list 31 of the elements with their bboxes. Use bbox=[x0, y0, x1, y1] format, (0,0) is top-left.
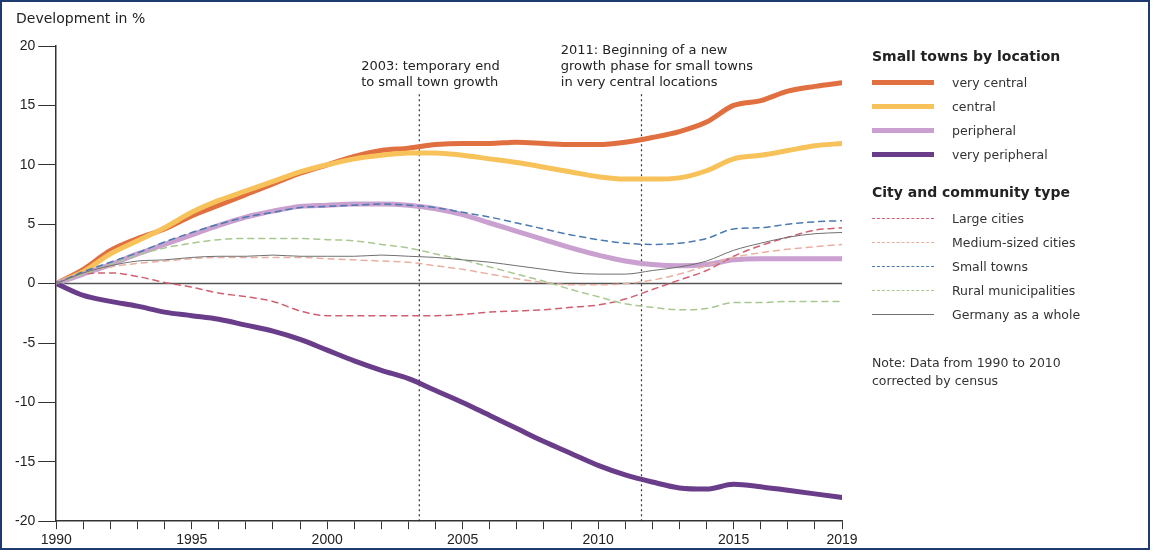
y-tick-label: -10 bbox=[15, 393, 36, 410]
y-tick-label: 20 bbox=[19, 36, 36, 53]
x-tick-label: 2000 bbox=[311, 531, 343, 548]
y-tick-label: 10 bbox=[19, 155, 36, 172]
x-tick-label: 2010 bbox=[582, 531, 614, 548]
legend-label: very peripheral bbox=[952, 146, 1048, 162]
y-tick-label: 0 bbox=[27, 274, 36, 291]
text: Note: Data from 1990 to 2010 corrected by census bbox=[872, 354, 1062, 389]
y-tick-label: 5 bbox=[27, 215, 36, 232]
legend-label: Rural municipalities bbox=[952, 282, 1076, 298]
x-tick-label: 1995 bbox=[176, 531, 208, 548]
y-axis-title: Development in % bbox=[16, 10, 146, 26]
legend-label: Germany as a whole bbox=[952, 306, 1081, 322]
x-tick-label: 2019 bbox=[826, 531, 858, 548]
legend-label: Small towns bbox=[952, 258, 1028, 274]
y-tick-label: -20 bbox=[15, 512, 36, 529]
x-tick-label: 2005 bbox=[447, 531, 479, 548]
x-tick-label: 1990 bbox=[40, 531, 73, 548]
y-tick-label: 15 bbox=[19, 96, 36, 113]
legend-label: Medium-sized cities bbox=[952, 234, 1076, 250]
legend-label: central bbox=[952, 98, 996, 114]
text: City and community type bbox=[872, 184, 1071, 200]
x-tick-label: 2015 bbox=[718, 531, 750, 548]
y-tick-label: -5 bbox=[22, 333, 36, 350]
ref-line-label: 2003: temporary end to small town growth bbox=[361, 58, 500, 89]
legend-label: Large cities bbox=[952, 210, 1025, 226]
legend-title: Small towns by location bbox=[872, 48, 1062, 64]
ref-line-label: 2011: Beginning of a new growth phase for small towns in very central locations bbox=[560, 42, 754, 89]
y-tick-label: -15 bbox=[15, 452, 36, 469]
legend-label: peripheral bbox=[952, 122, 1017, 138]
legend-label: very central bbox=[952, 74, 1028, 90]
